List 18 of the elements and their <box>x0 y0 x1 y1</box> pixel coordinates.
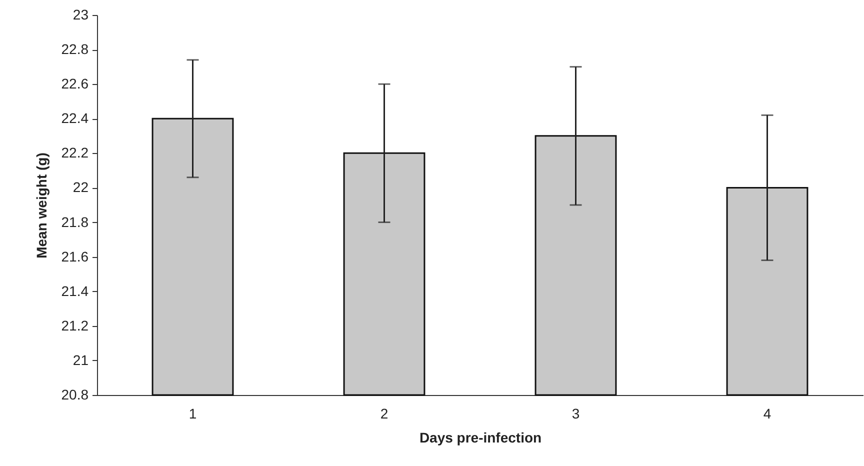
y-tick-label: 21.8 <box>61 214 89 230</box>
x-tick-label: 2 <box>380 406 388 422</box>
x-tick-label: 1 <box>188 406 197 422</box>
y-tick-label: 21.4 <box>61 282 89 299</box>
x-tick-label: 3 <box>572 406 580 422</box>
y-tick-label: 22.6 <box>61 76 89 92</box>
x-tick-label: 4 <box>763 406 772 422</box>
y-tick-label: 21.6 <box>61 248 89 264</box>
y-tick-label: 22 <box>72 179 89 196</box>
y-tick-label: 22.4 <box>61 110 89 126</box>
y-tick-label: 21.2 <box>61 317 89 334</box>
y-tick-label: 23 <box>72 6 89 22</box>
y-tick-label: 21 <box>72 352 89 368</box>
y-axis-title: Mean weight (g) <box>33 152 50 258</box>
y-tick-label: 22.8 <box>61 41 89 58</box>
y-tick-label: 20.8 <box>61 386 89 402</box>
y-tick-label: 22.2 <box>61 144 89 161</box>
x-axis-title: Days pre-infection <box>419 430 542 446</box>
